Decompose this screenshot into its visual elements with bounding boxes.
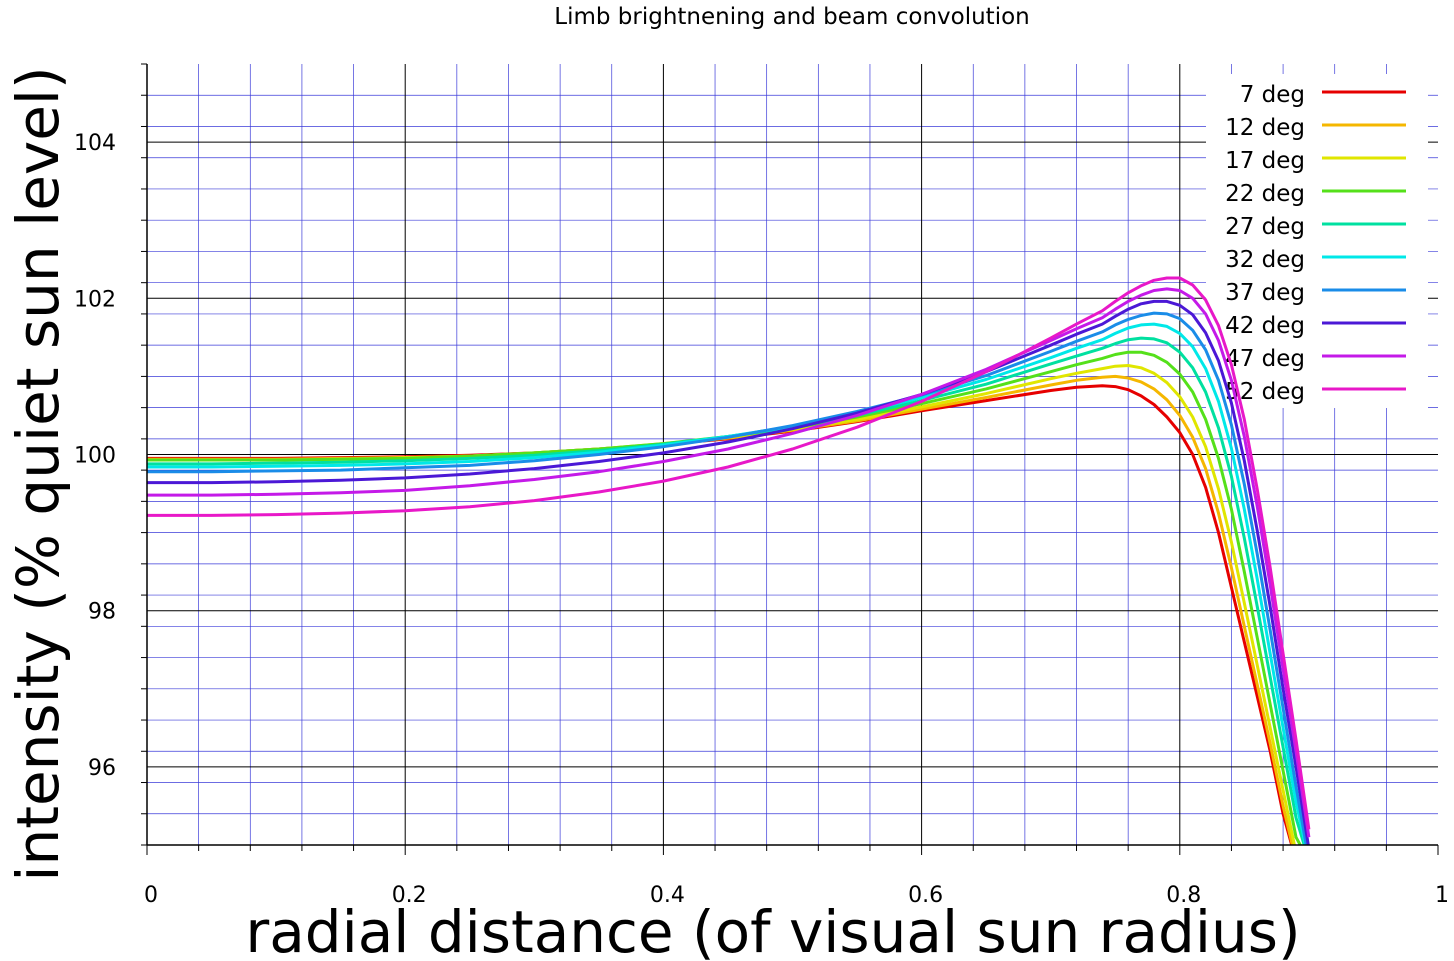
x-tick-label: 0.8 <box>1166 883 1201 908</box>
series-line-42-deg <box>147 299 1310 845</box>
legend-label: 32 deg <box>1225 247 1305 273</box>
y-tick-label: 98 <box>88 600 116 625</box>
legend-label: 22 deg <box>1225 181 1305 207</box>
chart-title: Limb brightnening and beam convolution <box>554 4 1030 30</box>
x-tick-label: 0.2 <box>392 883 427 908</box>
y-tick-label: 100 <box>74 444 116 469</box>
series-layer <box>147 276 1311 845</box>
legend: 7 deg 12 deg 17 deg 22 deg 27 deg 32 deg 37 de… <box>1206 74 1428 408</box>
y-tick-label: 96 <box>88 756 116 781</box>
series-line-27-deg <box>147 336 1306 845</box>
plot-frame <box>146 64 1438 846</box>
legend-box <box>1206 74 1428 408</box>
tick-layer: 0 0.2 0.4 0.6 0.8 1 96 98 100 102 104 <box>74 63 1449 908</box>
x-tick-label: 0.6 <box>908 883 943 908</box>
y-axis-title: intensity (% quiet sun level) <box>4 66 72 881</box>
legend-label: 37 deg <box>1225 280 1305 306</box>
series-line-22-deg <box>147 350 1303 845</box>
series-line-52-deg <box>147 276 1311 830</box>
legend-label: 17 deg <box>1225 148 1305 174</box>
legend-label: 27 deg <box>1225 214 1305 240</box>
series-line-37-deg <box>147 311 1308 845</box>
legend-label: 47 deg <box>1225 346 1305 372</box>
y-tick-label: 104 <box>74 131 116 156</box>
legend-label: 12 deg <box>1225 115 1305 141</box>
x-tick-label: 1 <box>1435 883 1449 908</box>
x-tick-label: 0 <box>144 883 158 908</box>
y-tick-label: 102 <box>74 287 116 312</box>
legend-label: 7 deg <box>1240 82 1305 108</box>
x-tick-label: 0.4 <box>650 883 685 908</box>
legend-label: 42 deg <box>1225 313 1305 339</box>
series-line-32-deg <box>147 322 1308 845</box>
x-axis-title: radial distance (of visual sun radius) <box>245 898 1300 961</box>
series-line-47-deg <box>147 287 1311 838</box>
